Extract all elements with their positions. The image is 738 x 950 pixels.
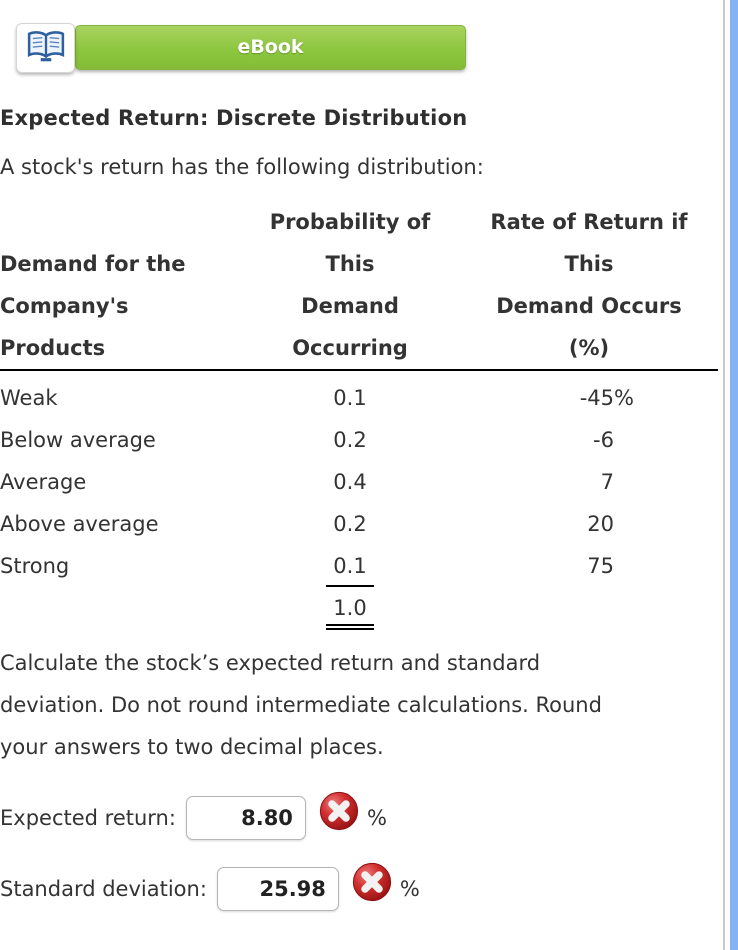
page-title: Expected Return: Discrete Distribution xyxy=(0,106,468,130)
instructions-text: Calculate the stock’s expected return an… xyxy=(0,651,602,759)
demand-cell: Strong xyxy=(0,554,70,578)
rate-value: 75 xyxy=(587,554,614,578)
demand-cell: Below average xyxy=(0,428,156,452)
table-total-row: 1.0 xyxy=(0,587,718,630)
header-probability: Probability of This Demand Occurring xyxy=(240,201,460,371)
probability-cell: 0.2 xyxy=(333,512,367,536)
percent-sign: % xyxy=(366,806,387,830)
incorrect-x-icon xyxy=(352,862,392,902)
demand-cell: Weak xyxy=(0,386,58,410)
rate-value: 7 xyxy=(600,470,614,494)
ebook-toolbar: eBook xyxy=(0,23,718,75)
total-probability-cell: 1.0 xyxy=(240,587,460,630)
standard-deviation-input[interactable] xyxy=(216,867,339,911)
scrollbar-thumb[interactable] xyxy=(730,0,738,950)
percent-sign: % xyxy=(399,877,420,901)
standard-deviation-row: Standard deviation: % xyxy=(0,862,718,911)
rate-cell: -6 xyxy=(460,419,718,461)
header-rate: Rate of Return if This Demand Occurs (%) xyxy=(460,201,718,371)
table-row: Strong 0.1 75 xyxy=(0,545,718,587)
standard-deviation-label: Standard deviation: xyxy=(0,877,207,901)
expected-return-row: Expected return: % xyxy=(0,791,718,840)
ebook-icon-button[interactable] xyxy=(16,23,75,73)
probability-cell: 0.4 xyxy=(333,470,367,494)
rate-cell: 75 xyxy=(460,545,718,587)
pane-divider xyxy=(723,0,725,950)
probability-cell: 0.2 xyxy=(333,428,367,452)
header-demand: Demand for the Company's Products xyxy=(0,201,240,371)
rate-value: -6 xyxy=(593,428,614,452)
table-row: Below average 0.2 -6 xyxy=(0,419,718,461)
empty-cell xyxy=(0,587,240,630)
demand-cell: Above average xyxy=(0,512,159,536)
demand-cell: Average xyxy=(0,470,87,494)
table-header-row: Demand for the Company's Products Probab… xyxy=(0,201,718,371)
rate-cell: -45% xyxy=(579,386,634,410)
expected-return-label: Expected return: xyxy=(0,806,176,830)
table-row: Above average 0.2 20 xyxy=(0,503,718,545)
probability-cell: 0.1 xyxy=(240,545,460,587)
expected-return-input[interactable] xyxy=(185,796,306,840)
ebook-button[interactable]: eBook xyxy=(75,25,466,70)
table-row: Weak 0.1 -45% xyxy=(0,370,718,419)
intro-text: A stock's return has the following distr… xyxy=(0,155,484,179)
rate-value: 20 xyxy=(587,512,614,536)
incorrect-x-icon xyxy=(319,791,359,831)
open-book-icon xyxy=(27,30,65,67)
rate-cell: 7 xyxy=(460,461,718,503)
rate-cell: 20 xyxy=(460,503,718,545)
underlined-probability: 0.1 xyxy=(326,554,374,587)
table-row: Average 0.4 7 xyxy=(0,461,718,503)
distribution-table: Demand for the Company's Products Probab… xyxy=(0,201,718,630)
probability-cell: 0.1 xyxy=(333,386,367,410)
rate-value: -45 xyxy=(579,386,614,410)
double-underlined-total: 1.0 xyxy=(326,596,374,630)
empty-cell xyxy=(460,587,718,630)
